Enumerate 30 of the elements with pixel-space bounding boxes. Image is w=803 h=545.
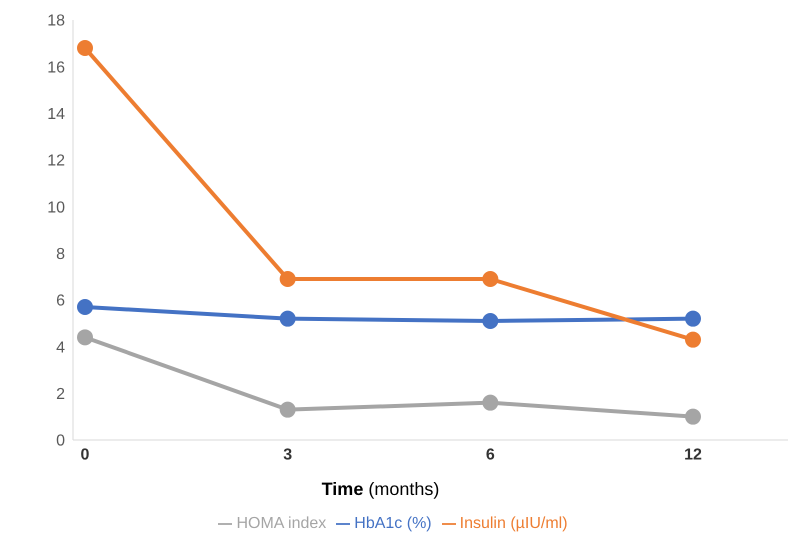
y-tick-label: 14 (47, 106, 66, 124)
x-tick-label: 12 (684, 446, 702, 464)
point (482, 271, 498, 287)
point (77, 329, 93, 346)
point (280, 402, 296, 418)
point (280, 310, 296, 327)
point (77, 299, 93, 315)
point (685, 310, 701, 327)
y-tick-label: 6 (56, 292, 66, 310)
y-tick-label: 2 (56, 386, 66, 404)
x-tick-label: 0 (80, 446, 90, 464)
y-tick-label: 10 (47, 199, 66, 216)
x-axis-title: Time (months) (322, 479, 440, 499)
point (685, 408, 701, 425)
legend-label: HbA1c (%) (354, 515, 432, 532)
y-tick-label: 8 (56, 246, 66, 264)
point (482, 394, 498, 411)
x-tick-label: 6 (486, 446, 495, 464)
y-tick-label: 4 (56, 339, 66, 356)
point (280, 271, 296, 287)
point (482, 313, 498, 329)
y-tick-label: 12 (47, 152, 66, 170)
y-tick-label: 18 (47, 12, 66, 30)
y-tick-label: 16 (47, 59, 66, 76)
legend-label: Insulin (µIU/ml) (460, 515, 568, 532)
y-tick-label: 0 (56, 432, 66, 450)
legend-label: HOMA index (236, 515, 326, 532)
x-tick-label: 3 (283, 446, 292, 464)
point (77, 40, 93, 56)
point (685, 332, 701, 348)
